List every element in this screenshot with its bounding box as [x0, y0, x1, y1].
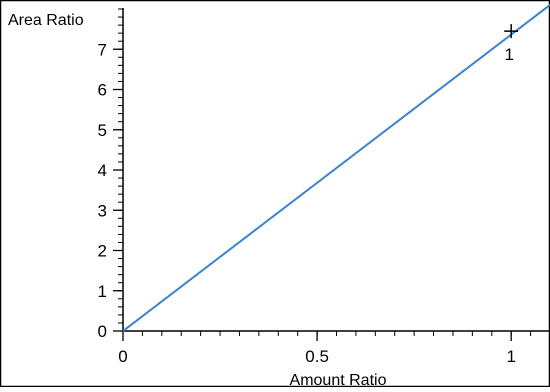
y-tick-label: 6: [98, 81, 107, 100]
labels-layer: 0 0.5 1 0 1 2 3 4 5 6 7 1: [98, 40, 516, 366]
x-tick-label: 0: [118, 347, 127, 366]
major-ticks: [113, 48, 512, 341]
y-tick-label: 1: [98, 282, 107, 301]
x-tick-label: 1: [506, 347, 515, 366]
y-tick-label: 3: [98, 201, 107, 220]
x-axis-title: Amount Ratio: [290, 372, 387, 387]
x-tick-label: 0.5: [305, 347, 329, 366]
y-tick-label: 2: [98, 242, 107, 261]
data-point-marker: [504, 24, 519, 39]
y-tick-label: 0: [98, 322, 107, 341]
calibration-line: [122, 4, 550, 332]
points-layer: [504, 24, 519, 39]
data-point-label: 1: [504, 45, 513, 64]
y-tick-label: 5: [98, 121, 107, 140]
y-tick-label: 4: [98, 161, 107, 180]
y-tick-label: 7: [98, 40, 107, 59]
series-layer: [122, 4, 550, 332]
y-axis-title: Area Ratio: [8, 12, 84, 29]
